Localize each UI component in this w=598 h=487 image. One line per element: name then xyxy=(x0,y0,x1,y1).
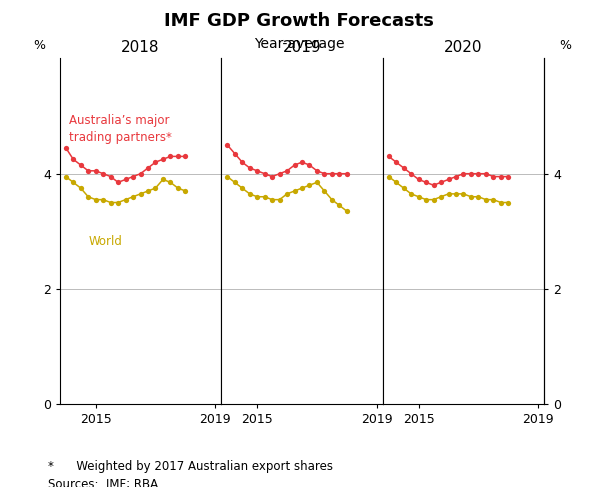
Text: World: World xyxy=(89,235,123,248)
Text: *      Weighted by 2017 Australian export shares: * Weighted by 2017 Australian export sha… xyxy=(48,460,333,473)
Text: %: % xyxy=(33,38,45,52)
Text: Sources:  IMF; RBA: Sources: IMF; RBA xyxy=(48,478,158,487)
Text: Australia’s major
trading partners*: Australia’s major trading partners* xyxy=(69,114,172,144)
Text: 2020: 2020 xyxy=(444,40,483,55)
Text: 2018: 2018 xyxy=(121,40,160,55)
Text: 2019: 2019 xyxy=(283,40,321,55)
Text: Year-average: Year-average xyxy=(254,37,344,51)
Text: IMF GDP Growth Forecasts: IMF GDP Growth Forecasts xyxy=(164,12,434,30)
Text: %: % xyxy=(559,38,571,52)
